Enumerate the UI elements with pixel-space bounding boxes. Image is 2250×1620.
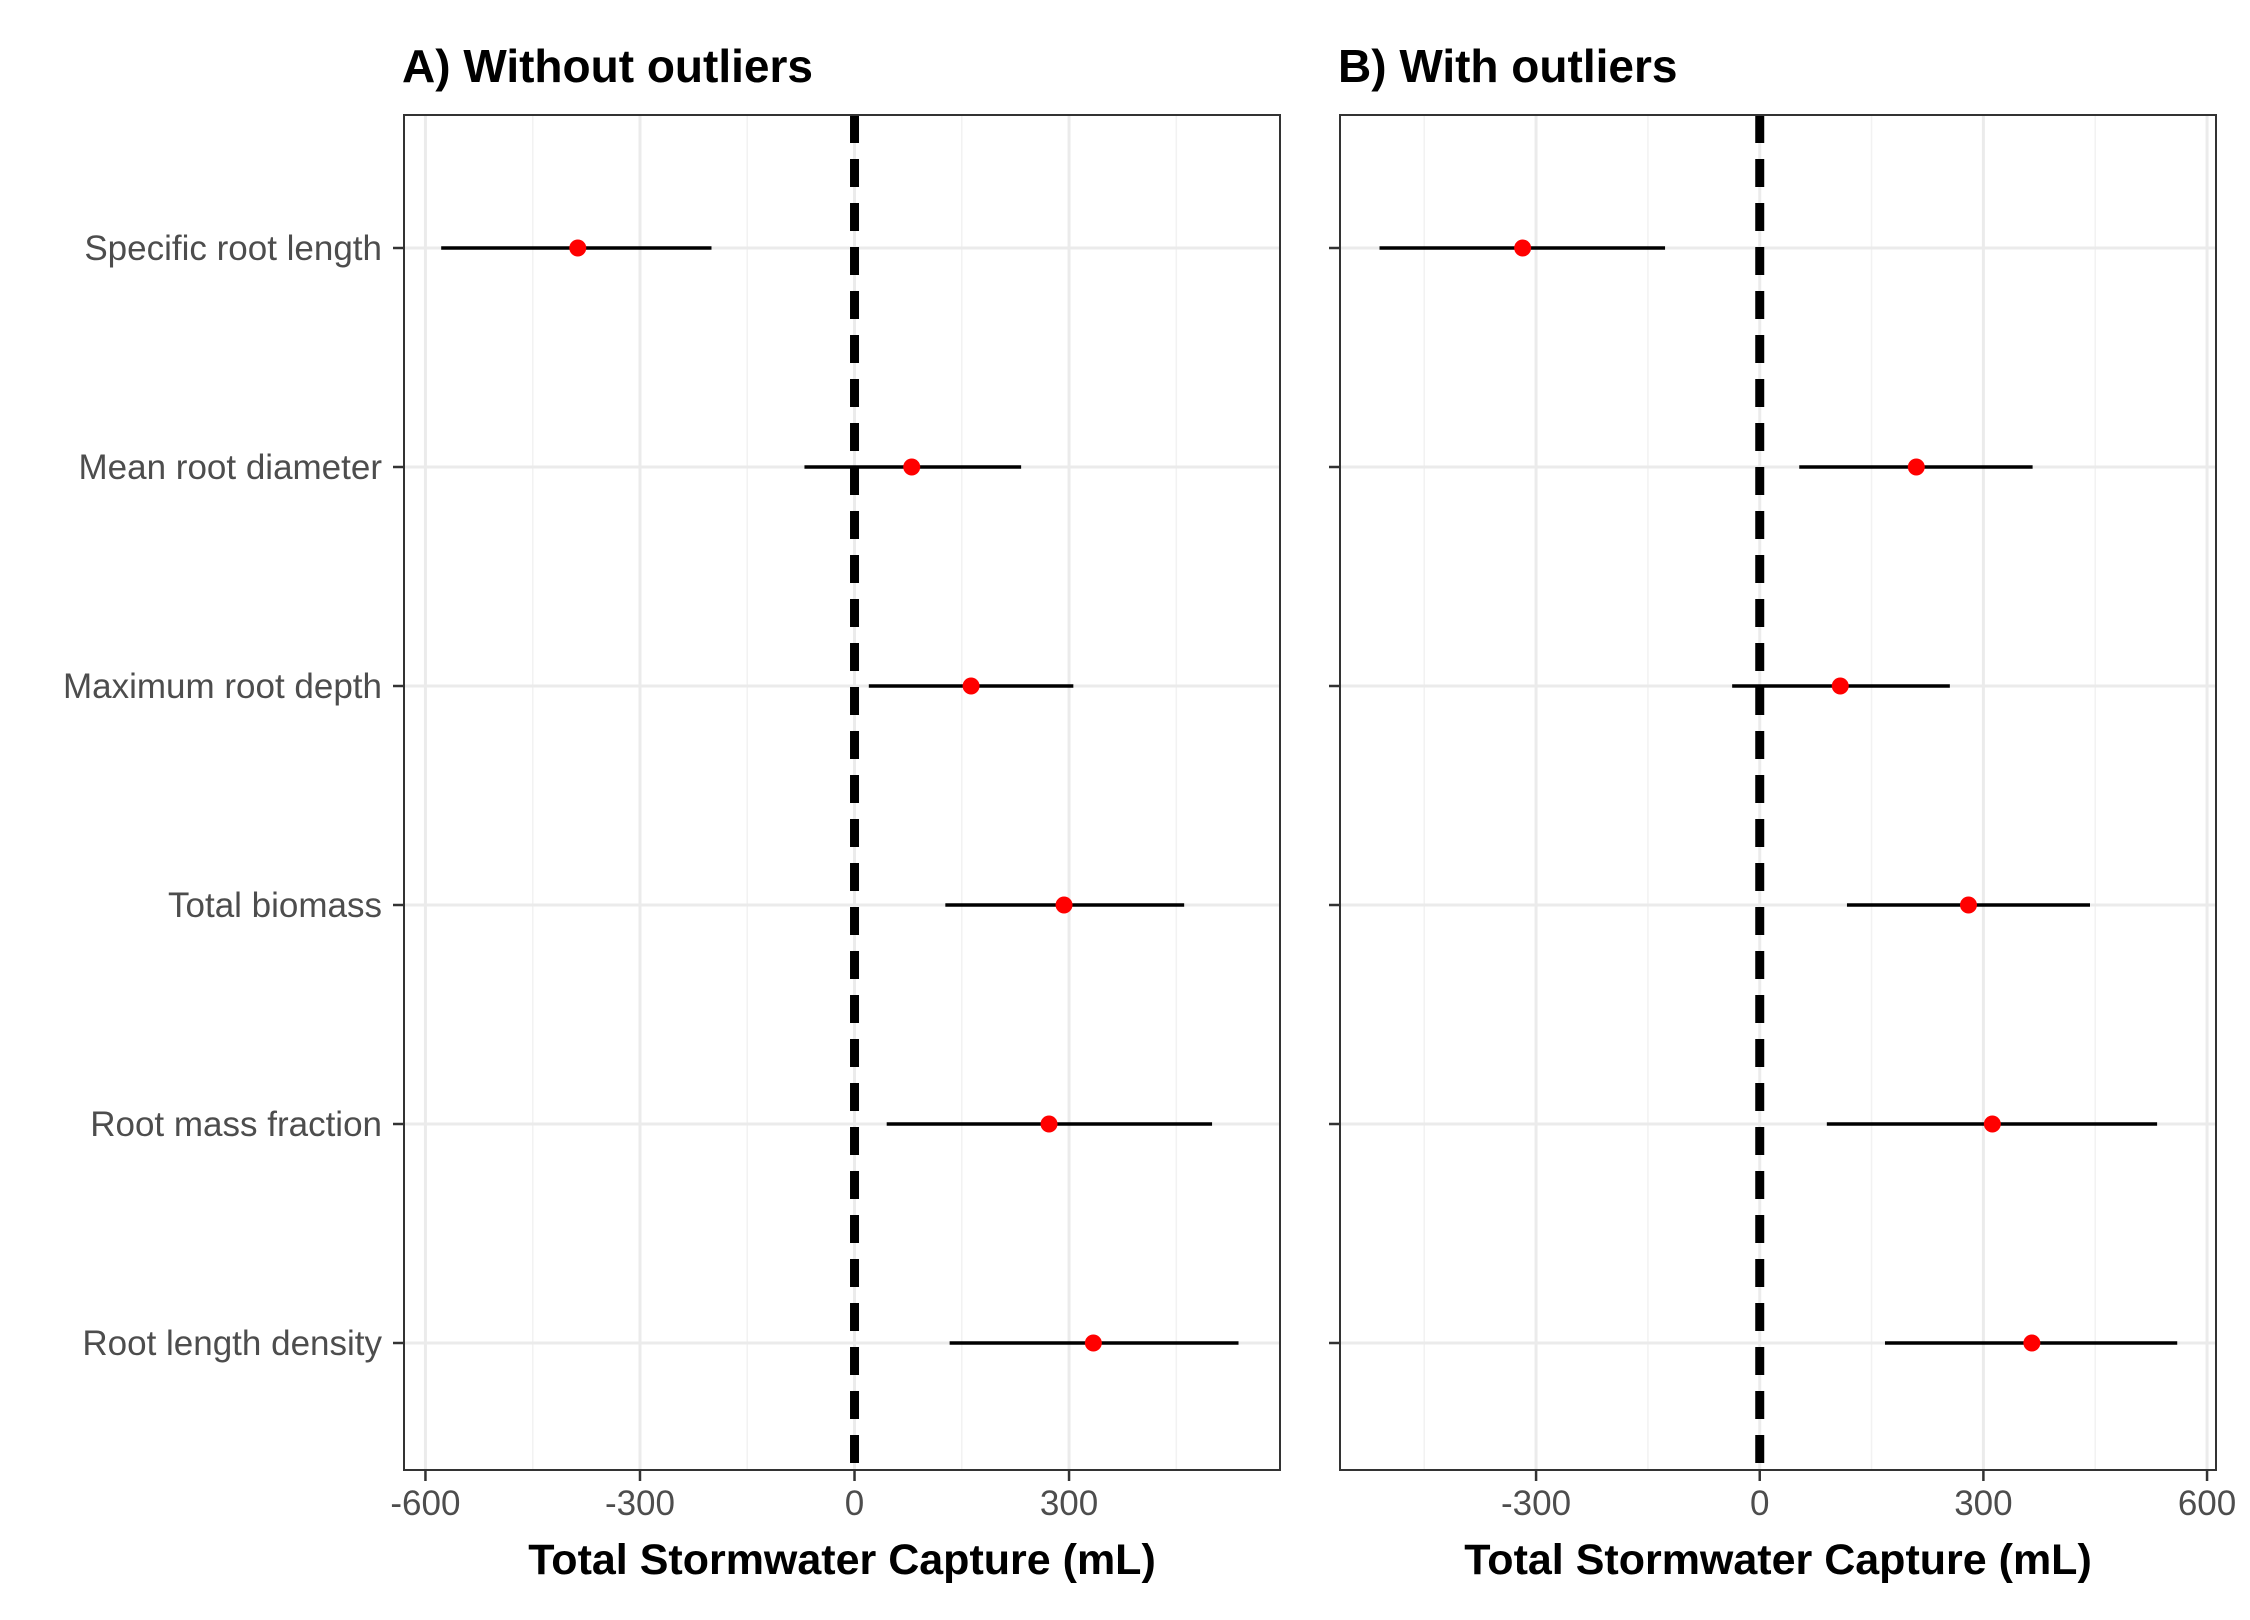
panel-a-category-label: Maximum root depth [63, 667, 382, 706]
panel-b-ticks [1329, 246, 2209, 1481]
panel-b-estimate-point [1514, 239, 1532, 257]
panel-b-estimate-point [2023, 1334, 2041, 1352]
panel-b-frame [1339, 114, 2217, 1471]
panel-b-labels: -300 0 300 600 [1501, 1484, 2236, 1523]
panel-b-estimate-point [1983, 1115, 2001, 1133]
panel-a-title: A) Without outliers [402, 40, 813, 92]
panel-a-x-tick-label: -300 [605, 1484, 675, 1523]
panel-a-labels: -600 -300 0 300 Specific root length Mean roo… [63, 229, 1098, 1523]
panel-a-category-label: Specific root length [84, 229, 382, 268]
panel-b-x-axis-title: Total Stormwater Capture (mL) [1464, 1536, 2092, 1584]
panel-a-estimate-point [1055, 896, 1073, 914]
panel-b-estimate-point [1831, 677, 1849, 695]
panel-a-estimate-point [962, 677, 980, 695]
panel-a-marks [441, 115, 1239, 1470]
panel-b-x-tick-label: -300 [1501, 1484, 1571, 1523]
panel-a-estimate-point [569, 239, 587, 257]
panel-a-ticks [393, 246, 1071, 1481]
panel-b-estimate-point [1959, 896, 1977, 914]
panel-b-x-tick-label: 0 [1750, 1484, 1769, 1523]
panel-a-estimate-point [1040, 1115, 1058, 1133]
panel-a-category-label: Mean root diameter [79, 448, 383, 487]
panel-a-category-label: Root length density [82, 1324, 382, 1363]
panel-a-x-tick-label: -600 [390, 1484, 460, 1523]
panel-a-x-axis-title: Total Stormwater Capture (mL) [528, 1536, 1156, 1584]
panel-a-x-tick-label: 0 [845, 1484, 864, 1523]
panel-a-estimate-point [1084, 1334, 1102, 1352]
panel-b-x-tick-label: 300 [1954, 1484, 2012, 1523]
panel-a-x-tick-label: 300 [1040, 1484, 1098, 1523]
panel-b-estimate-point [1907, 458, 1925, 476]
panel-b-x-tick-label: 600 [2178, 1484, 2236, 1523]
panel-a: A) Without outliers -600 -300 0 300 Specific… [63, 40, 1281, 1584]
panel-b: B) With outliers -300 0 300 600 Total Storm… [1329, 40, 2236, 1584]
panel-a-estimate-point [903, 458, 921, 476]
panel-a-category-label: Total biomass [168, 886, 382, 925]
panel-a-frame [403, 114, 1281, 1471]
panel-b-marks [1379, 115, 2178, 1470]
panel-b-title: B) With outliers [1338, 40, 1677, 92]
panel-a-category-label: Root mass fraction [90, 1105, 382, 1144]
